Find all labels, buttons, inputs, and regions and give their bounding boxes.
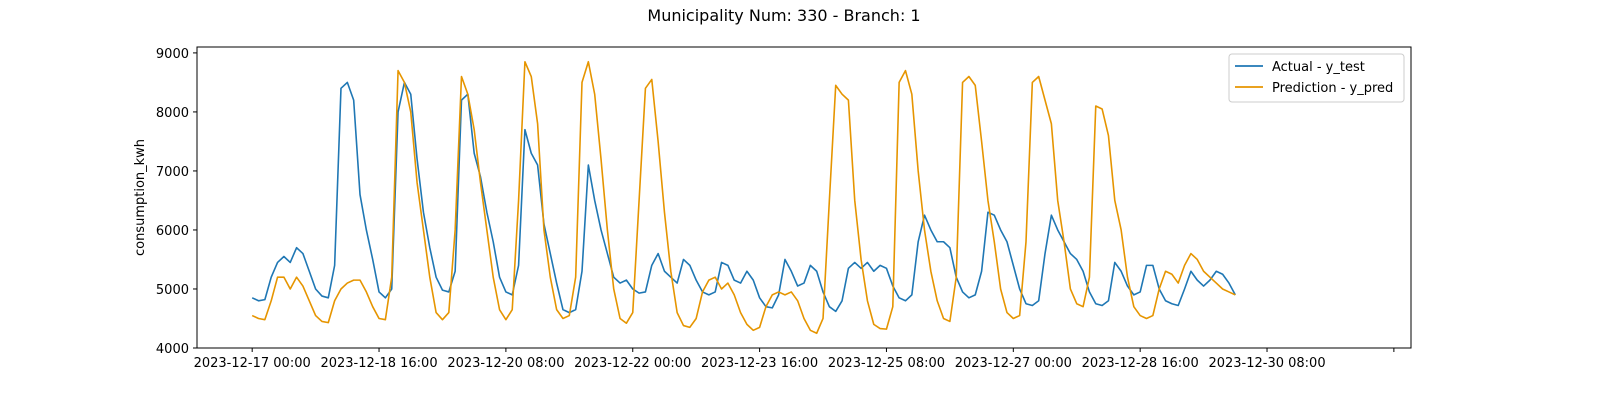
x-tick-label: 2023-12-25 08:00 [828,356,945,371]
chart-title: Municipality Num: 330 - Branch: 1 [647,6,920,25]
x-tick-label: 2023-12-17 00:00 [194,356,311,371]
y-tick-label: 5000 [156,283,189,298]
y-tick-label: 4000 [156,342,189,357]
x-tick-label: 2023-12-28 16:00 [1082,356,1199,371]
y-tick-label: 6000 [156,224,189,239]
y-tick-label: 7000 [156,165,189,180]
series-lines [251,60,1237,335]
x-tick-label: 2023-12-22 00:00 [574,356,691,371]
series-line-actual [251,81,1237,314]
y-axis: 4000 5000 6000 7000 8000 9000 [156,47,197,357]
legend-label: Prediction - y_pred [1272,81,1393,96]
y-tick-label: 8000 [156,106,189,121]
legend: Actual - y_test Prediction - y_pred [1228,53,1405,103]
x-tick-label: 2023-12-30 08:00 [1208,356,1325,371]
y-axis-title: consumption_kwh [133,139,148,256]
x-tick-label: 2023-12-20 08:00 [447,356,564,371]
x-axis: 2023-12-17 00:00 2023-12-18 16:00 2023-12-… [194,348,1395,371]
x-tick-label: 2023-12-27 00:00 [955,356,1072,371]
x-tick-label: 2023-12-23 16:00 [701,356,818,371]
legend-label: Actual - y_test [1272,60,1365,75]
legend-box [1228,53,1405,103]
y-tick-label: 9000 [156,47,189,62]
plot-area-frame [196,46,1412,349]
x-tick-label: 2023-12-18 16:00 [320,356,437,371]
series-line-prediction [251,60,1236,335]
